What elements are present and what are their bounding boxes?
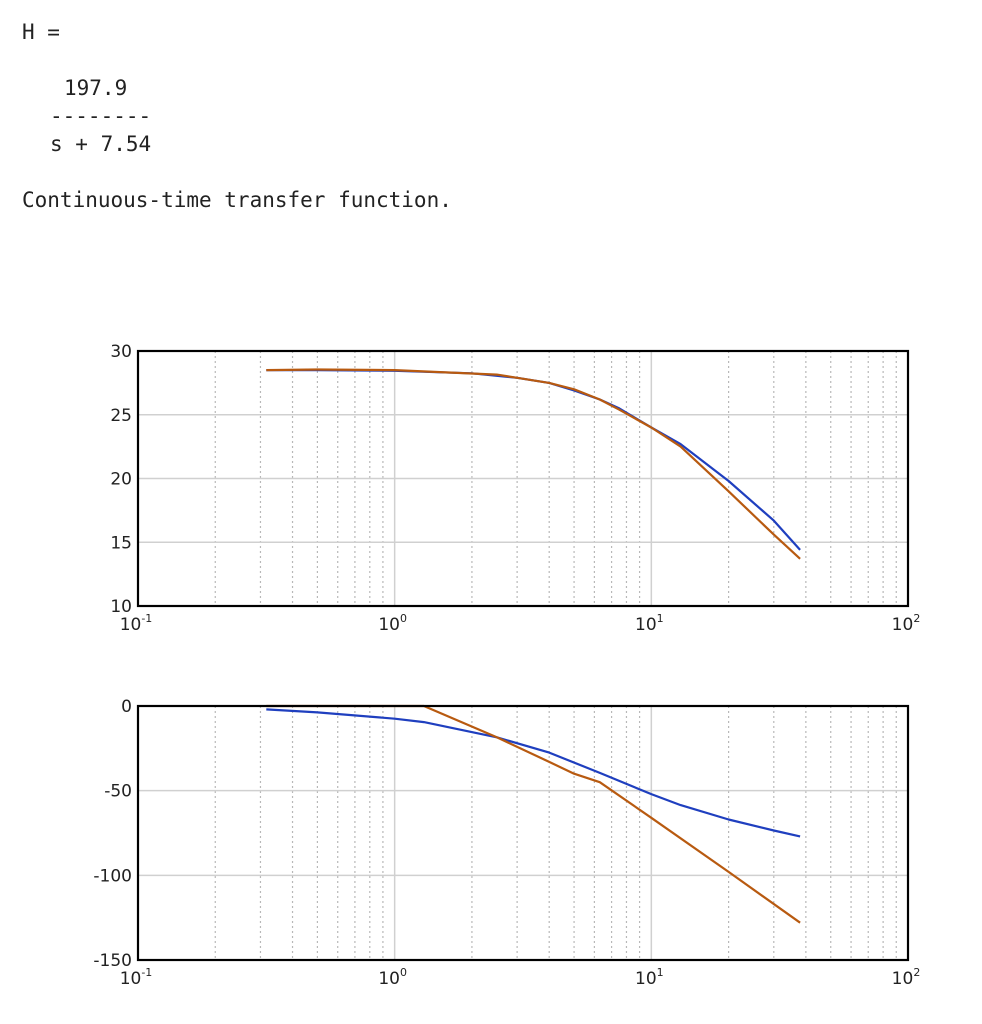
- y-tick-label: 15: [110, 533, 132, 553]
- x-tick-label: 100: [378, 966, 407, 989]
- series-line-blue: [266, 708, 801, 838]
- x-tick-label: 101: [635, 612, 664, 635]
- x-tick-label: 102: [892, 966, 921, 989]
- series-line-orange: [266, 368, 801, 560]
- y-tick-label: -100: [93, 866, 132, 886]
- x-tick-label: 100: [378, 612, 407, 635]
- x-tick-label: 10-1: [120, 966, 153, 989]
- tf-description: Continuous-time transfer function.: [22, 188, 452, 212]
- x-tick-label: 102: [892, 612, 921, 635]
- series-line-orange: [266, 704, 801, 924]
- y-tick-label: 0: [121, 697, 132, 717]
- phase-plot: -150 -100 -50 0 10-1 100 101 102: [93, 697, 920, 989]
- series-line-blue: [266, 369, 801, 551]
- y-tick-label: 20: [110, 470, 132, 490]
- y-tick-label: -50: [104, 782, 132, 802]
- tf-denominator: s + 7.54: [50, 132, 152, 156]
- magnitude-plot: 10 15 20 25 30 10-1 100 101 102: [110, 342, 920, 635]
- axes-box: [136, 349, 910, 608]
- y-tick-label: 10: [110, 597, 132, 617]
- y-tick-label: 25: [110, 406, 132, 426]
- x-tick-label: 10-1: [120, 612, 153, 635]
- x-tick-label: 101: [635, 966, 664, 989]
- y-tick-label: 30: [110, 342, 132, 362]
- variable-assignment: H =: [22, 20, 60, 44]
- y-tick-label: -150: [93, 951, 132, 971]
- axes-box: [136, 704, 910, 962]
- tf-numerator: 197.9: [64, 76, 128, 100]
- tf-fraction-bar: --------: [50, 104, 152, 128]
